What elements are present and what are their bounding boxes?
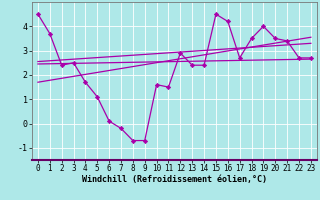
X-axis label: Windchill (Refroidissement éolien,°C): Windchill (Refroidissement éolien,°C) bbox=[82, 175, 267, 184]
